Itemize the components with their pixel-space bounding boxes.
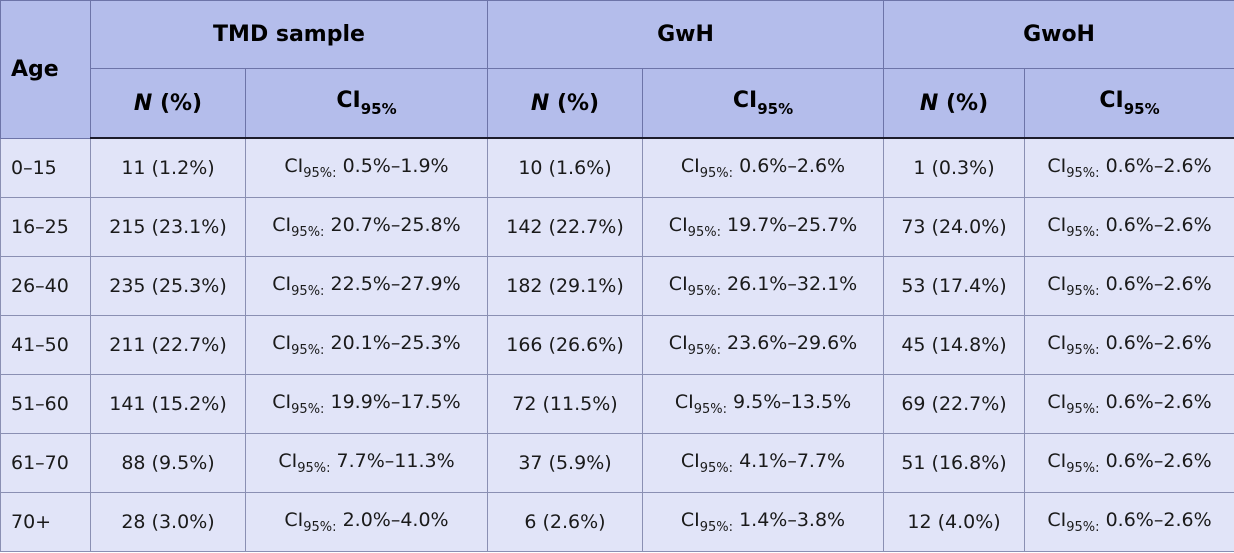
tmd-n-cell: 28 (3.0%) [90,492,246,552]
gwoh-n-cell: 69 (22.7%) [883,374,1026,434]
gwoh-n-cell: 51 (16.8%) [883,433,1026,493]
table-row: 26–40 235 (25.3%) CI95%: 22.5%–27.9% 182… [0,256,1234,316]
age-cell: 51–60 [0,374,91,434]
gwh-ci-cell: CI95%: 9.5%–13.5% [641,374,885,434]
gwoh-ci-cell: CI95%: 0.6%–2.6% [1024,492,1234,552]
table-row: 61–70 88 (9.5%) CI95%: 7.7%–11.3% 37 (5.… [0,433,1234,493]
n-header: N (%) [487,68,643,139]
tmd-n-cell: 11 (1.2%) [90,137,246,198]
gwh-ci-cell: CI95%: 19.7%–25.7% [641,197,885,257]
gwoh-n-cell: 53 (17.4%) [883,256,1026,316]
table-row: 41–50 211 (22.7%) CI95%: 20.1%–25.3% 166… [0,315,1234,375]
gwoh-ci-cell: CI95%: 0.6%–2.6% [1024,433,1234,493]
group-header-gwoh: GwoH [883,0,1234,69]
tmd-n-cell: 88 (9.5%) [90,433,246,493]
group-header-gwh: GwH [486,0,885,69]
age-cell: 0–15 [0,137,91,198]
gwh-ci-cell: CI95%: 1.4%–3.8% [641,492,885,552]
gwh-ci-cell: CI95%: 26.1%–32.1% [641,256,885,316]
ci-header: CI95% [245,68,488,139]
tmd-ci-cell: CI95%: 19.9%–17.5% [245,374,488,434]
tmd-ci-cell: CI95%: 20.7%–25.8% [245,197,488,257]
gwh-ci-cell: CI95%: 4.1%–7.7% [641,433,885,493]
n-header: N (%) [883,68,1026,139]
table-row: 70+ 28 (3.0%) CI95%: 2.0%–4.0% 6 (2.6%) … [0,492,1234,552]
age-cell: 41–50 [0,315,91,375]
tmd-ci-cell: CI95%: 7.7%–11.3% [245,433,488,493]
gwoh-n-cell: 12 (4.0%) [883,492,1026,552]
table-row: 0–15 11 (1.2%) CI95%: 0.5%–1.9% 10 (1.6%… [0,137,1234,198]
tmd-n-cell: 211 (22.7%) [90,315,246,375]
gwh-ci-cell: CI95%: 0.6%–2.6% [641,137,885,198]
gwh-n-cell: 72 (11.5%) [487,374,643,434]
tmd-n-cell: 235 (25.3%) [90,256,246,316]
gwh-n-cell: 182 (29.1%) [487,256,643,316]
n-header: N (%) [90,68,246,139]
table-header: Age TMD sample GwH GwoH N (%) CI95% N (%… [0,0,1234,139]
tmd-n-cell: 215 (23.1%) [90,197,246,257]
age-cell: 26–40 [0,256,91,316]
gwh-n-cell: 10 (1.6%) [487,137,643,198]
gwoh-n-cell: 1 (0.3%) [883,137,1026,198]
table-row: 51–60 141 (15.2%) CI95%: 19.9%–17.5% 72 … [0,374,1234,434]
gwoh-ci-cell: CI95%: 0.6%–2.6% [1024,137,1234,198]
table-row: 16–25 215 (23.1%) CI95%: 20.7%–25.8% 142… [0,197,1234,257]
gwh-n-cell: 6 (2.6%) [487,492,643,552]
tmd-ci-cell: CI95%: 20.1%–25.3% [245,315,488,375]
gwoh-ci-cell: CI95%: 0.6%–2.6% [1024,256,1234,316]
ci-header: CI95% [1024,68,1234,139]
age-cell: 61–70 [0,433,91,493]
ci-header: CI95% [641,68,885,139]
header-row-groups: Age TMD sample GwH GwoH [0,0,1234,139]
group-header-tmd: TMD sample [90,0,488,69]
gwh-n-cell: 37 (5.9%) [487,433,643,493]
tmd-ci-cell: CI95%: 2.0%–4.0% [245,492,488,552]
tmd-ci-cell: CI95%: 0.5%–1.9% [245,137,488,198]
gwoh-ci-cell: CI95%: 0.6%–2.6% [1024,197,1234,257]
gwh-n-cell: 166 (26.6%) [487,315,643,375]
age-cell: 16–25 [0,197,91,257]
age-header: Age [0,0,91,139]
gwh-ci-cell: CI95%: 23.6%–29.6% [641,315,885,375]
header-row-columns: N (%) CI95% N (%) CI95% N (%) CI95% [1,68,1234,139]
table-body: 0–15 11 (1.2%) CI95%: 0.5%–1.9% 10 (1.6%… [0,137,1234,552]
age-cell: 70+ [0,492,91,552]
gwoh-ci-cell: CI95%: 0.6%–2.6% [1024,315,1234,375]
tmd-ci-cell: CI95%: 22.5%–27.9% [245,256,488,316]
gwh-n-cell: 142 (22.7%) [487,197,643,257]
gwoh-n-cell: 73 (24.0%) [883,197,1026,257]
tmd-n-cell: 141 (15.2%) [90,374,246,434]
gwoh-ci-cell: CI95%: 0.6%–2.6% [1024,374,1234,434]
gwoh-n-cell: 45 (14.8%) [883,315,1026,375]
